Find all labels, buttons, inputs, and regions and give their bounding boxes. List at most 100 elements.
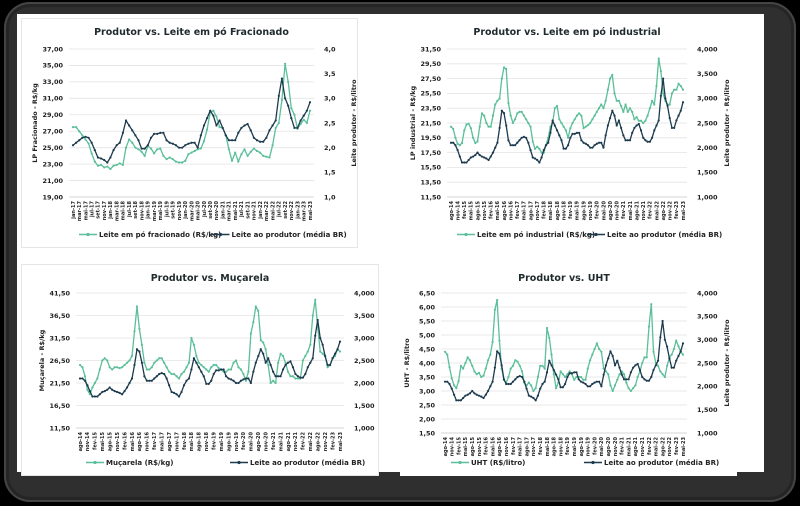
data-point-producer [91, 395, 94, 398]
data-point-producer [549, 131, 552, 134]
data-point-producer [650, 136, 654, 139]
data-point-product [247, 370, 250, 373]
data-point-product [566, 373, 569, 376]
data-point-producer [123, 390, 126, 393]
x-tick-label: nov-21 [293, 431, 299, 451]
data-point-producer [271, 124, 274, 127]
data-point-producer [449, 141, 453, 144]
data-point-product [637, 119, 640, 122]
data-point-product [171, 158, 174, 161]
data-point-product [586, 124, 590, 127]
data-point-product [124, 146, 128, 149]
data-point-producer [452, 141, 455, 144]
x-tick-label: fev-23 [674, 200, 680, 218]
data-point-product [462, 367, 465, 370]
data-point-producer [523, 380, 526, 383]
data-point-product [632, 387, 635, 390]
data-point-product [502, 66, 506, 69]
data-point-product [304, 354, 307, 358]
data-point-producer [71, 144, 75, 147]
data-point-product [527, 381, 530, 384]
x-tick-label: fev-17 [152, 431, 158, 449]
x-tick-label: jul-21 [239, 200, 245, 218]
data-point-producer [462, 396, 465, 400]
data-point-producer [90, 141, 93, 144]
y-tick-label: 26,50 [49, 357, 70, 365]
data-point-producer [267, 357, 270, 360]
data-point-producer [473, 392, 476, 395]
data-point-producer [516, 375, 519, 379]
data-point-producer [135, 348, 139, 351]
data-point-producer [609, 350, 612, 353]
data-point-product [613, 92, 616, 95]
data-point-producer [185, 379, 188, 382]
legend-marker [458, 460, 462, 465]
data-point-product [115, 163, 118, 167]
data-point-product [103, 166, 106, 169]
data-point-product [197, 361, 200, 364]
data-point-producer [593, 144, 596, 147]
data-point-product [571, 121, 574, 125]
y2-tick-label: 1,000 [697, 429, 718, 437]
data-point-producer [81, 377, 84, 380]
x-tick-label: nov-19 [234, 431, 240, 451]
data-point-producer [452, 393, 456, 396]
data-point-producer [668, 357, 671, 360]
x-tick-label: ago-17 [524, 436, 530, 456]
y-tick-label: 23,00 [42, 160, 63, 168]
x-tick-label: mai-23 [308, 200, 314, 220]
data-point-product [595, 110, 598, 113]
data-point-producer [75, 141, 78, 144]
data-point-producer [550, 364, 553, 367]
data-point-product [655, 84, 658, 88]
screen: Produtor vs. Leite em pó Fracionado 19,00… [17, 14, 764, 476]
data-point-producer [588, 385, 592, 388]
data-point-product [193, 149, 196, 153]
data-point-producer [589, 146, 592, 149]
legend-marker [93, 460, 97, 465]
x-tick-label: nov-20 [615, 200, 621, 220]
data-point-producer [648, 140, 651, 143]
legend-marker [464, 232, 468, 237]
data-point-producer [475, 393, 478, 396]
data-point-product [480, 112, 484, 115]
data-point-producer [106, 388, 109, 391]
data-point-product [252, 321, 255, 324]
x-tick-label: nov-16 [145, 431, 151, 451]
y-tick-label: 35,00 [42, 62, 63, 70]
x-tick-label: nov-17 [535, 200, 541, 220]
data-point-producer [296, 126, 299, 130]
data-point-producer [128, 124, 131, 127]
y-tick-label: 6,50 [419, 289, 436, 297]
x-tick-label: mai-19 [158, 200, 164, 220]
data-point-producer [578, 131, 581, 134]
data-point-producer [573, 132, 576, 135]
data-point-product [559, 370, 562, 373]
data-point-product [75, 126, 78, 129]
x-tick-label: nov-21 [640, 436, 646, 456]
data-point-producer [242, 378, 245, 381]
data-point-product [181, 161, 184, 164]
x-tick-label: jan-22 [258, 200, 264, 219]
data-point-product [618, 373, 621, 376]
data-point-product [150, 366, 153, 369]
y2-tick-label: 1,000 [354, 424, 375, 432]
data-point-product [670, 353, 673, 356]
x-tick-label: ago-17 [167, 431, 173, 451]
data-point-product [262, 341, 265, 344]
data-point-product [254, 305, 257, 308]
data-point-product [138, 327, 141, 331]
data-point-product [518, 364, 521, 367]
data-point-producer [459, 399, 462, 402]
y-tick-label: 21,50 [420, 119, 441, 127]
data-point-producer [265, 136, 268, 139]
chart-title: Produtor vs. Leite em pó Fracionado [94, 27, 289, 38]
data-point-producer [606, 124, 609, 127]
data-point-producer [552, 368, 555, 372]
data-point-product [529, 125, 532, 128]
data-point-product [243, 148, 246, 151]
data-point-producer [163, 372, 166, 376]
data-point-producer [148, 379, 151, 382]
y2-tick-label: 3,000 [697, 336, 718, 344]
data-point-producer [78, 377, 82, 380]
